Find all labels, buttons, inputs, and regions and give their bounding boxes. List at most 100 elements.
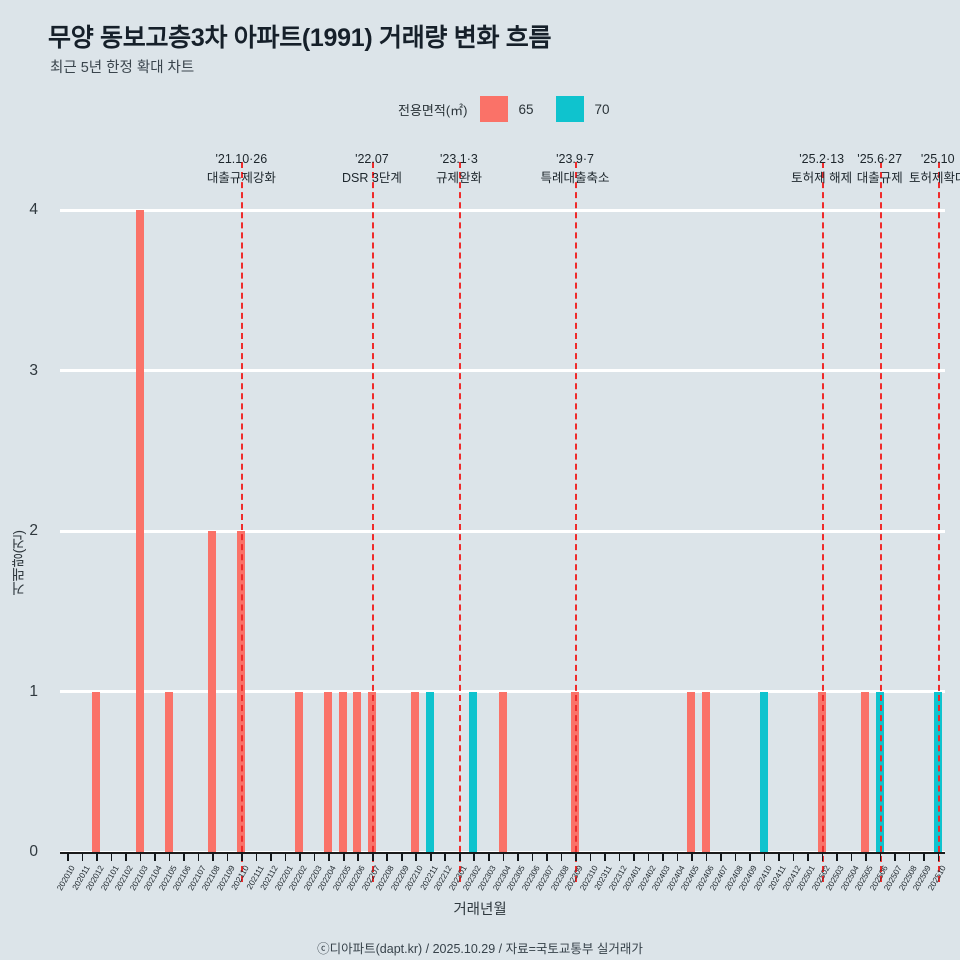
- x-tick: [255, 852, 258, 861]
- x-tick: [604, 852, 606, 861]
- bar[interactable]: [687, 691, 696, 852]
- x-tick: [676, 852, 679, 861]
- bar[interactable]: [701, 691, 710, 852]
- chart-legend: 전용면적(㎡) 65 70: [398, 96, 610, 122]
- event-label-date: '23.1·3: [440, 152, 478, 166]
- x-tick: [342, 852, 345, 861]
- x-tick: [284, 852, 287, 861]
- x-tick: [807, 852, 809, 861]
- bar[interactable]: [498, 691, 507, 852]
- x-tick: [908, 852, 911, 861]
- x-tick: [226, 852, 229, 861]
- event-label: '25.2·13 토허제 해제: [791, 150, 852, 189]
- event-label-text: 토허제 해제: [791, 171, 853, 186]
- x-tick: [357, 852, 359, 861]
- x-tick: [96, 852, 98, 861]
- x-tick: [386, 852, 389, 861]
- x-axis: 202010 202011 202012 202101 202102 202103 2021…: [56, 852, 948, 892]
- x-tick: [270, 852, 272, 861]
- x-tick: [517, 852, 519, 861]
- x-tick: [792, 852, 795, 861]
- x-tick: [821, 852, 824, 861]
- x-tick: [299, 852, 301, 861]
- bar[interactable]: [92, 691, 101, 852]
- x-tick: [371, 852, 374, 861]
- x-tick: [473, 852, 476, 861]
- x-tick: [763, 852, 766, 861]
- x-tick: [81, 852, 84, 861]
- event-label-text: 토허제확대: [908, 171, 960, 186]
- bar[interactable]: [861, 691, 870, 852]
- event-label-text: 대출규제: [856, 171, 903, 186]
- bar[interactable]: [295, 691, 304, 852]
- x-tick: [67, 852, 69, 861]
- x-tick: [749, 852, 751, 861]
- x-tick: [125, 852, 127, 861]
- x-tick: [662, 852, 664, 861]
- x-tick: [647, 852, 650, 861]
- event-marker-line: [937, 162, 940, 882]
- bar[interactable]: [425, 691, 434, 852]
- legend-swatch-65: [479, 96, 508, 122]
- x-tick: [502, 852, 505, 861]
- x-tick: [589, 852, 592, 861]
- gridline: [60, 208, 945, 212]
- x-axis-title: 거래년월: [453, 902, 507, 918]
- x-tick: [313, 852, 316, 861]
- y-tick-label: 1: [29, 682, 38, 700]
- x-tick: [691, 852, 693, 861]
- event-marker-line: [575, 162, 578, 882]
- legend-label-70: 70: [594, 101, 610, 117]
- x-tick: [575, 852, 577, 861]
- event-label: '25.10 토허제확대: [909, 150, 960, 189]
- x-tick: [618, 852, 621, 861]
- x-tick: [705, 852, 708, 861]
- event-label-date: '23.9·7: [556, 152, 594, 166]
- gridline: [60, 529, 945, 533]
- event-label-date: '22.07: [355, 152, 389, 166]
- bar[interactable]: [759, 691, 768, 852]
- event-label: '25.6·27 대출규제: [857, 150, 903, 189]
- x-tick: [546, 852, 548, 861]
- bar[interactable]: [135, 210, 144, 852]
- bar[interactable]: [469, 691, 478, 852]
- x-tick: [241, 852, 243, 861]
- x-tick: [429, 852, 432, 861]
- legend-title: 전용면적(㎡): [398, 102, 468, 118]
- chart-title: 무양 동보고층3차 아파트(1991) 거래량 변화 흐름: [48, 24, 552, 52]
- bar[interactable]: [164, 691, 173, 852]
- x-tick: [937, 852, 940, 861]
- event-label-text: 규제완화: [435, 171, 482, 186]
- x-tick: [531, 852, 534, 861]
- y-tick-label: 0: [29, 843, 38, 860]
- bar[interactable]: [338, 691, 347, 852]
- x-tick: [487, 852, 490, 861]
- event-label: '21.10·26 대출규제강화: [207, 150, 276, 189]
- legend-label-65: 65: [518, 101, 534, 117]
- x-tick: [923, 852, 925, 861]
- x-tick: [458, 852, 461, 861]
- x-tick: [444, 852, 447, 861]
- event-label-text: 대출규제강화: [206, 171, 276, 186]
- bar[interactable]: [353, 691, 362, 852]
- x-tick: [168, 852, 171, 861]
- x-tick: [560, 852, 563, 861]
- event-marker-line: [371, 162, 374, 882]
- x-tick: [836, 852, 838, 861]
- y-axis-labels: 0 1 2 3 4: [0, 201, 52, 860]
- bar[interactable]: [208, 531, 217, 852]
- chart-footer: ⓒ디아파트(dapt.kr) / 2025.10.29 / 자료=국토교통부 실…: [317, 942, 643, 956]
- bar[interactable]: [411, 691, 420, 852]
- x-tick: [633, 852, 635, 861]
- y-tick-label: 3: [29, 361, 38, 379]
- x-tick: [183, 852, 185, 861]
- x-tick: [850, 852, 853, 861]
- bar[interactable]: [324, 691, 333, 852]
- x-tick: [212, 852, 214, 861]
- x-tick: [865, 852, 867, 861]
- x-tick: [139, 852, 142, 861]
- x-tick: [879, 852, 882, 861]
- event-label-date: '25.2·13: [799, 152, 845, 166]
- chart-subtitle: 최근 5년 한정 확대 차트: [50, 60, 195, 76]
